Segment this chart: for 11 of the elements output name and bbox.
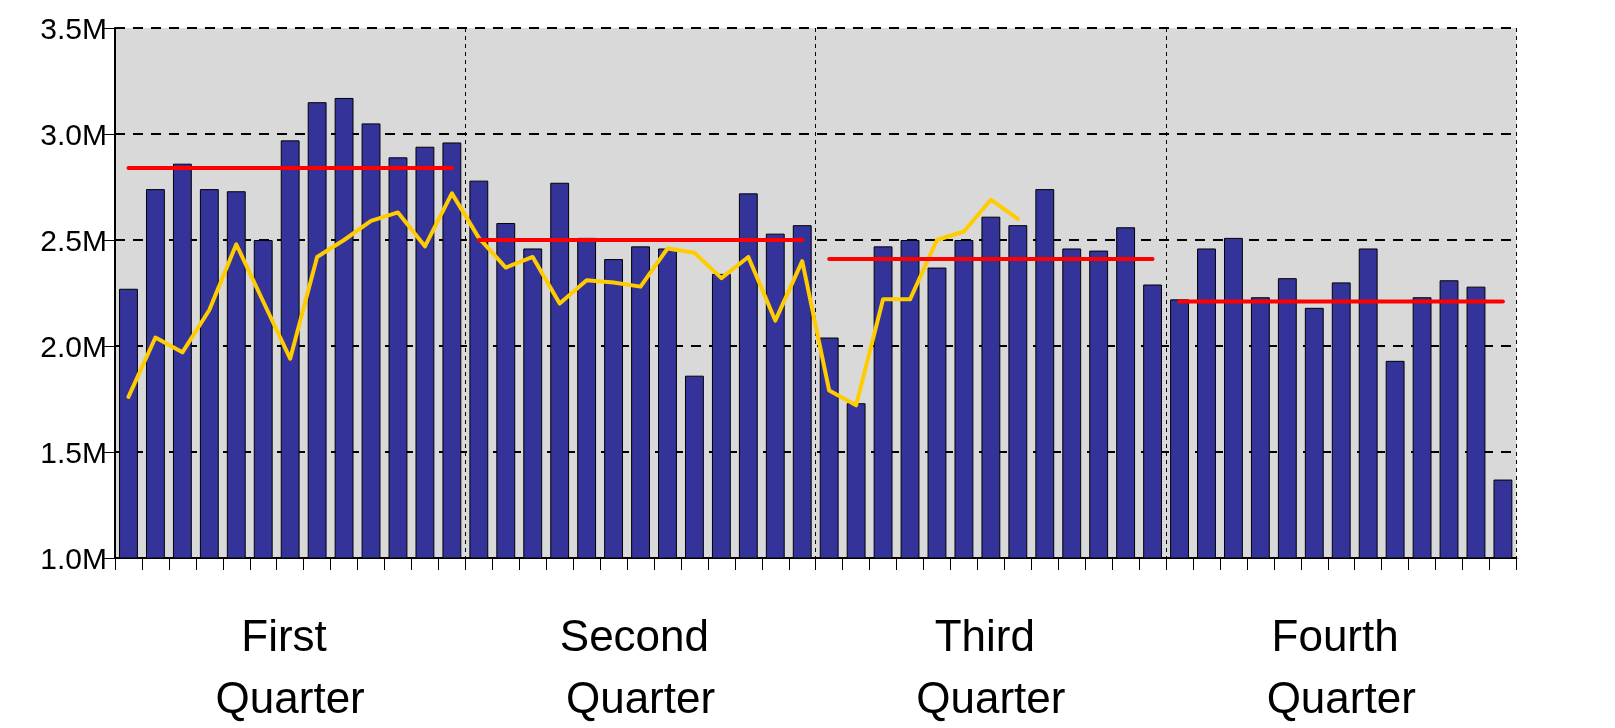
- x-tick-label: Fourth Quarter: [1266, 610, 1416, 722]
- line-series: [126, 191, 1020, 408]
- y-tick-label: 2.5M: [40, 223, 107, 257]
- x-tick-label: First Quarter: [215, 610, 365, 722]
- x-tick-label: Second Quarter: [559, 610, 722, 722]
- y-tick-label: 1.5M: [40, 435, 107, 469]
- y-tick-label: 2.0M: [40, 329, 107, 363]
- y-tick-label: 3.5M: [40, 11, 107, 45]
- y-tick-label: 3.0M: [40, 117, 107, 151]
- x-tick-label: Third Quarter: [916, 610, 1066, 722]
- y-tick-label: 1.0M: [40, 541, 107, 575]
